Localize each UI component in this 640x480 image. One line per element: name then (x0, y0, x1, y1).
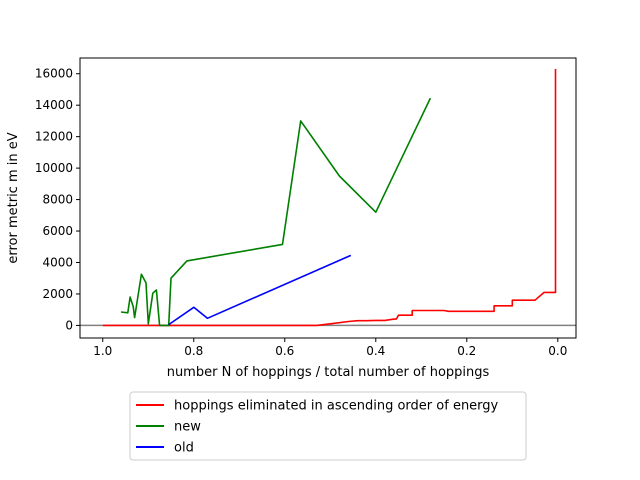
y-tick-label: 4000 (42, 255, 73, 269)
legend-label-hoppings: hoppings eliminated in ascending order o… (174, 399, 499, 414)
y-tick-label: 8000 (42, 193, 73, 207)
plot-frame (79, 57, 577, 339)
x-axis: 1.0 0.8 0.6 0.4 0.2 0.0 (93, 338, 567, 358)
y-tick-label: 2000 (42, 287, 73, 301)
y-axis: 0 2000 4000 6000 8000 10000 12000 14000 16000 (35, 67, 80, 332)
y-tick-label: 10000 (35, 161, 73, 175)
y-tick-label: 12000 (35, 130, 73, 144)
legend-box (129, 391, 527, 461)
y-axis-label: error metric m in eV (6, 132, 21, 263)
x-tick-label: 0.4 (366, 344, 385, 358)
x-axis-label: number N of hoppings / total number of h… (167, 365, 490, 380)
y-tick-label: 0 (65, 318, 73, 332)
series-line-hoppings (102, 69, 557, 327)
y-tick-label: 14000 (35, 98, 73, 112)
plot-area (80, 58, 576, 338)
x-tick-label: 0.6 (275, 344, 294, 358)
x-tick-label: 0.8 (184, 344, 203, 358)
x-tick-label: 0.2 (457, 344, 476, 358)
series-line-new (120, 97, 432, 327)
y-tick-label: 6000 (42, 224, 73, 238)
series-line-old (168, 254, 352, 326)
series-layer (102, 69, 557, 327)
legend: hoppings eliminated in ascending order o… (129, 391, 527, 461)
legend-label-new: new (174, 420, 201, 435)
x-tick-label: 1.0 (93, 344, 112, 358)
legend-label-old: old (174, 441, 194, 456)
x-tick-label: 0.0 (548, 344, 567, 358)
y-tick-label: 16000 (35, 67, 73, 81)
